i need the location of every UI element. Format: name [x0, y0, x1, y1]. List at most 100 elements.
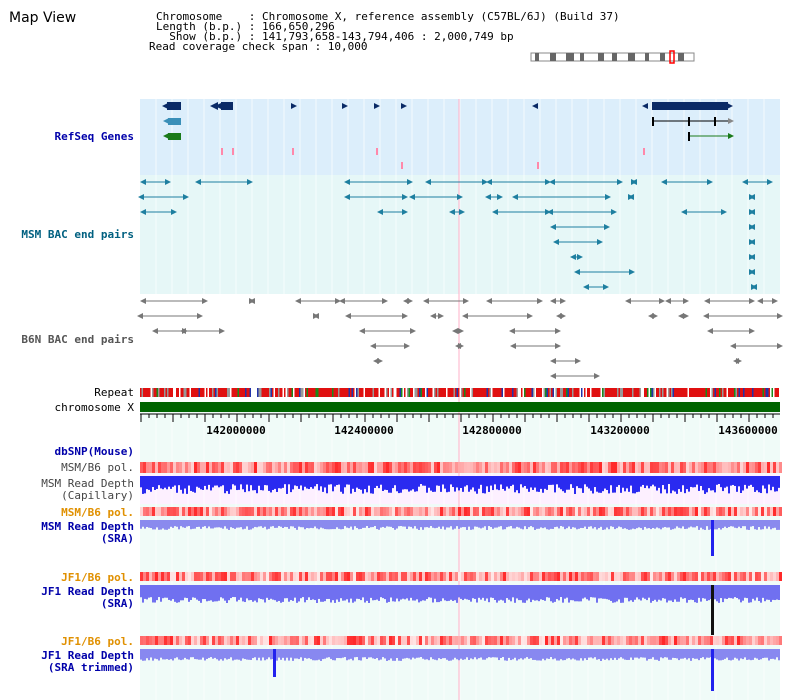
depth-bar [216, 585, 218, 602]
feature-arrow [486, 179, 492, 185]
pol-cell [371, 507, 374, 516]
repeat-element [362, 388, 364, 397]
depth-bar [436, 520, 438, 528]
feature-arrow [359, 328, 365, 334]
repeat-element [347, 388, 349, 397]
depth-bar [422, 585, 424, 601]
depth-bar [172, 585, 174, 600]
pol-cell [143, 572, 146, 581]
pol-cell [632, 462, 635, 473]
depth-bar [332, 585, 334, 601]
depth-bar [432, 476, 434, 492]
feature-arrow [574, 269, 580, 275]
depth-bar [498, 520, 500, 527]
pol-cell [620, 572, 623, 581]
feature-arrow [345, 313, 351, 319]
depth-bar [462, 649, 464, 660]
depth-bar [520, 520, 522, 529]
pol-cell [539, 636, 542, 645]
pol-cell [545, 572, 548, 581]
depth-bar [374, 585, 376, 601]
repeat-element [689, 388, 691, 397]
pol-cell [227, 572, 230, 581]
pol-cell [467, 572, 470, 581]
depth-bar [374, 520, 376, 527]
depth-bar [560, 585, 562, 598]
repeat-element [663, 388, 665, 397]
pol-cell [353, 507, 356, 516]
depth-bar [368, 476, 370, 486]
depth-bar [294, 476, 296, 486]
depth-bar [284, 520, 286, 527]
pol-cell [359, 507, 362, 516]
repeat-element [579, 388, 581, 397]
pol-cell [482, 572, 485, 581]
depth-bar [484, 476, 486, 494]
pol-cell [692, 636, 695, 645]
depth-bar [762, 649, 764, 659]
depth-bar [280, 520, 282, 527]
feature-arrow [707, 328, 713, 334]
pol-cell [371, 636, 374, 645]
pol-cell [233, 507, 236, 516]
depth-bar [592, 520, 594, 529]
track-label-b6n-bac[interactable]: B6N BAC end pairs [21, 333, 134, 346]
pol-cell [629, 572, 632, 581]
pol-cell [653, 636, 656, 645]
depth-bar [550, 585, 552, 602]
pol-cell [254, 572, 257, 581]
pol-cell [362, 572, 365, 581]
pol-cell [779, 636, 782, 645]
pol-cell [164, 572, 167, 581]
depth-bar [746, 476, 748, 489]
depth-bar [176, 520, 178, 527]
pol-cell [464, 507, 467, 516]
length-info: Length (b.p.) : 166,650,296 [156, 20, 335, 33]
depth-bar [388, 476, 390, 493]
depth-bar [344, 476, 346, 488]
pol-cell [236, 507, 239, 516]
feature-arrow [721, 209, 727, 215]
repeat-element [495, 388, 497, 397]
track-label-msm-bac[interactable]: MSM BAC end pairs [21, 228, 134, 241]
pol-cell [332, 507, 335, 516]
repeat-element [266, 388, 268, 397]
depth-bar [344, 649, 346, 658]
repeat-element [732, 388, 734, 397]
pol-cell [572, 462, 575, 473]
repeat-element [366, 388, 368, 397]
depth-bar [500, 476, 502, 485]
pol-cell [623, 572, 626, 581]
repeat-element [171, 388, 173, 397]
repeat-element [573, 388, 575, 397]
repeat-element [728, 388, 730, 397]
pol-cell [311, 507, 314, 516]
depth-bar [258, 520, 260, 527]
depth-bar [676, 476, 678, 494]
track-label-dbsnp[interactable]: dbSNP(Mouse) [54, 445, 134, 458]
coverage-span-info: Read coverage check span : 10,000 [149, 40, 368, 53]
repeat-element [569, 388, 571, 397]
repeat-element [513, 388, 515, 397]
depth-bar [478, 476, 480, 489]
repeat-element [581, 388, 583, 397]
depth-bar [754, 585, 756, 601]
depth-bar [306, 476, 308, 489]
repeat-element [536, 388, 538, 397]
depth-bar [224, 649, 226, 659]
depth-bar [404, 585, 406, 600]
repeat-element [153, 388, 155, 397]
depth-bar [730, 476, 732, 486]
track-label-refseq[interactable]: RefSeq Genes [54, 130, 134, 143]
repeat-element [231, 388, 233, 397]
repeat-element [392, 388, 394, 397]
depth-bar [612, 476, 614, 493]
depth-bar [208, 476, 210, 485]
pol-cell [185, 572, 188, 581]
repeat-element [755, 388, 757, 397]
depth-bar [568, 476, 570, 490]
repeat-element [252, 388, 254, 397]
repeat-element [380, 388, 382, 397]
depth-bar [586, 476, 588, 487]
